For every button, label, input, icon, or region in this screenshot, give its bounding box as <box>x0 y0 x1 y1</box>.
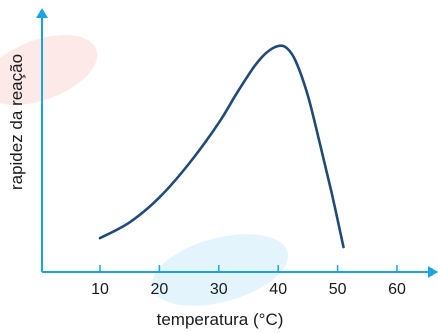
x-tick-label: 50 <box>329 281 347 298</box>
x-axis-label: temperatura (°C) <box>157 310 284 329</box>
y-axis-arrow-icon <box>36 8 48 18</box>
y-axis-label: rapidez da reação <box>7 54 26 190</box>
watermark-shape-bottom <box>144 221 296 319</box>
x-tick-label: 20 <box>151 281 169 298</box>
x-tick-label: 10 <box>91 281 109 298</box>
watermark-decoration <box>0 21 296 319</box>
x-tick-label: 60 <box>388 281 406 298</box>
x-tick-label: 30 <box>210 281 228 298</box>
series-line-reaction-rate <box>100 46 344 247</box>
x-tick-label: 40 <box>269 281 287 298</box>
x-axis-arrow-icon <box>428 266 438 278</box>
